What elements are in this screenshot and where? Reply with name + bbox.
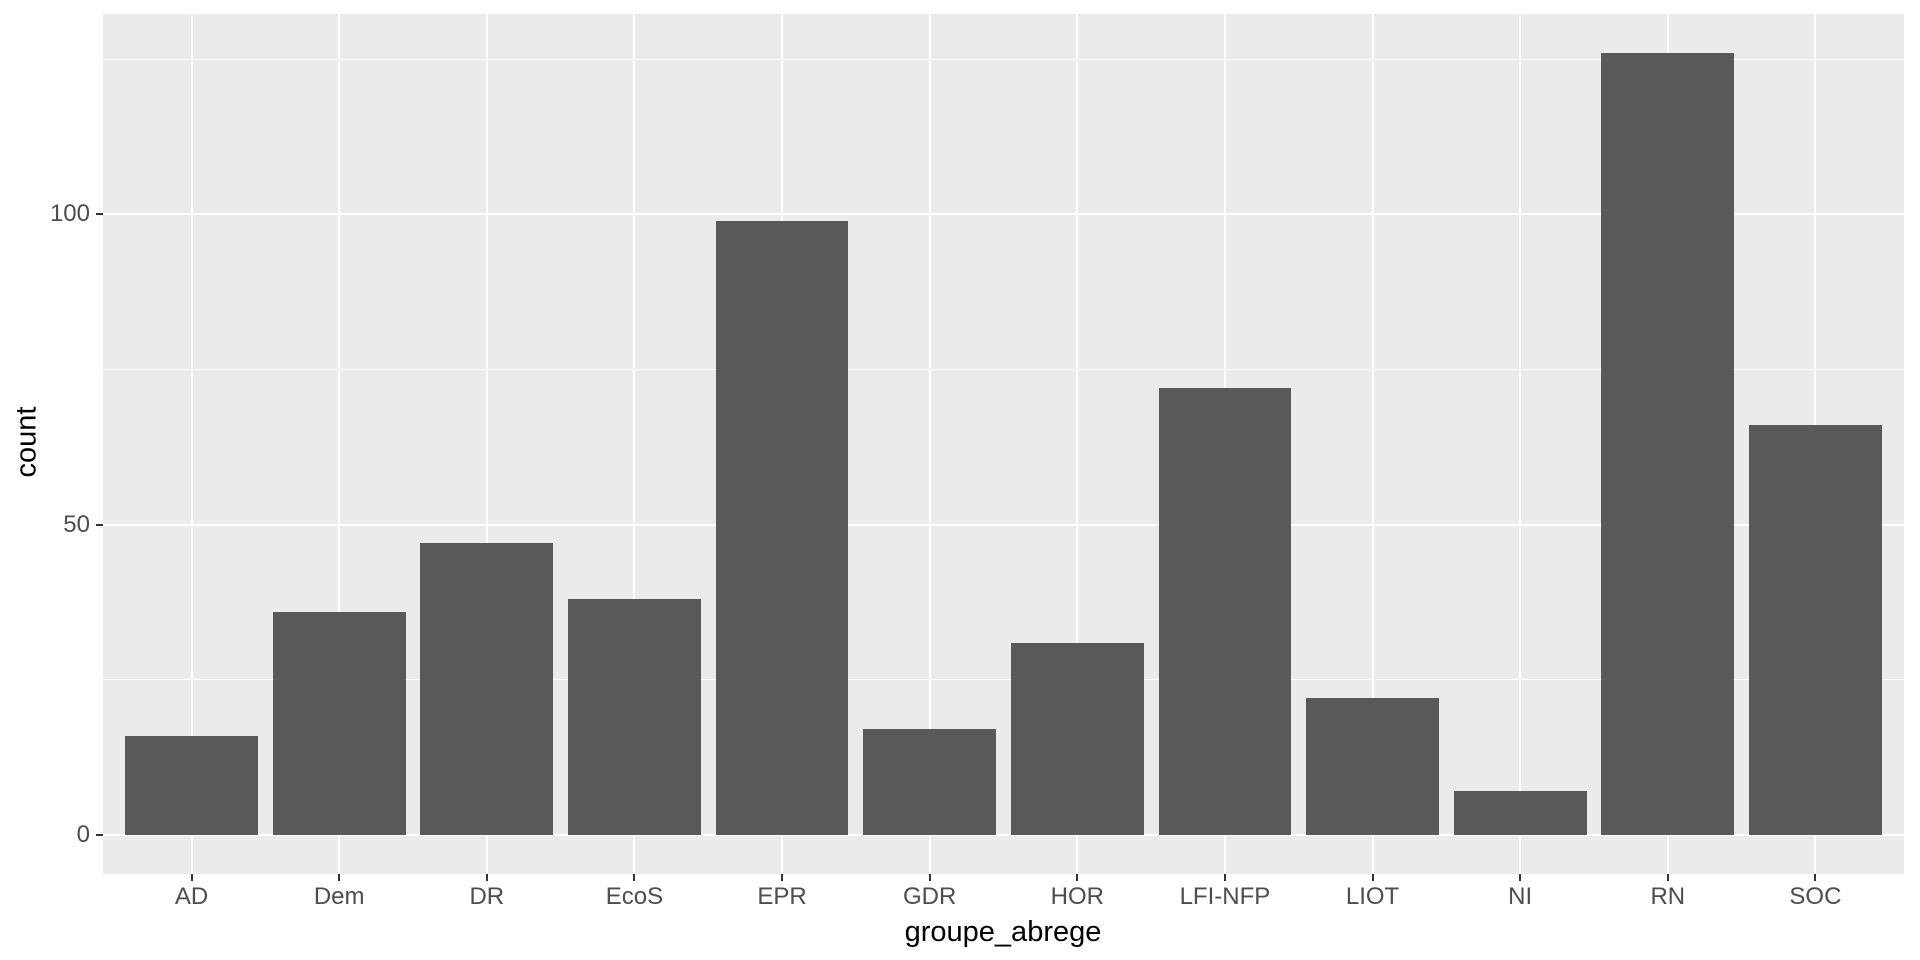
gridline-minor [103,679,1904,681]
x-tick-label: HOR [1050,883,1104,910]
vertical-gridline [928,14,931,874]
x-axis-tick [1666,874,1669,881]
x-axis-tick [485,874,488,881]
gridline-major [103,523,1904,526]
y-axis-tick [96,833,103,836]
x-tick-label: DR [469,883,505,910]
plot-panel [103,14,1904,874]
x-axis-tick [1519,874,1522,881]
bar [272,611,406,835]
bar [1453,791,1587,835]
x-axis-tick [1814,874,1817,881]
bar [125,735,258,835]
bar [715,220,849,835]
vertical-gridline [1371,14,1374,874]
y-axis-title: count [10,406,43,478]
y-tick-label: 50 [63,510,90,538]
x-axis-tick [781,874,784,881]
bar [420,543,554,835]
x-axis-tick [190,874,193,881]
x-tick-label: GDR [903,883,957,910]
x-axis-tick [1223,874,1226,881]
gridline-major [103,833,1904,836]
vertical-gridline [633,14,636,874]
x-tick-label: EPR [757,883,807,910]
bar [863,729,997,835]
x-axis-tick [1371,874,1374,881]
bar [1748,425,1882,835]
y-tick-label: 100 [49,200,90,228]
x-tick-label: EcoS [605,883,664,910]
y-axis-tick [96,523,103,526]
vertical-gridline [1519,14,1522,874]
bar [568,599,701,835]
gridline-minor [103,369,1904,371]
x-tick-label: SOC [1789,883,1842,910]
x-axis-tick [1076,874,1079,881]
y-axis-tick [96,213,103,216]
x-tick-label: Dem [313,883,365,910]
vertical-gridline [485,14,488,874]
gridline-major [103,213,1904,216]
bar [1306,698,1439,835]
x-tick-label: RN [1650,883,1686,910]
bar [1010,642,1144,835]
x-tick-label: LIOT [1345,883,1400,910]
vertical-gridline [338,14,341,874]
x-tick-label: AD [174,883,209,910]
vertical-gridline [190,14,193,874]
gridline-minor [103,58,1904,60]
vertical-gridline [1076,14,1079,874]
bar [1158,388,1292,835]
bar [1601,53,1735,835]
x-axis-title: groupe_abrege [904,916,1102,948]
x-tick-label: LFI-NFP [1179,883,1271,910]
x-axis-tick [928,874,931,881]
x-tick-label: NI [1508,883,1533,910]
y-tick-label: 0 [76,820,90,848]
x-axis-tick [633,874,636,881]
x-axis-tick [338,874,341,881]
